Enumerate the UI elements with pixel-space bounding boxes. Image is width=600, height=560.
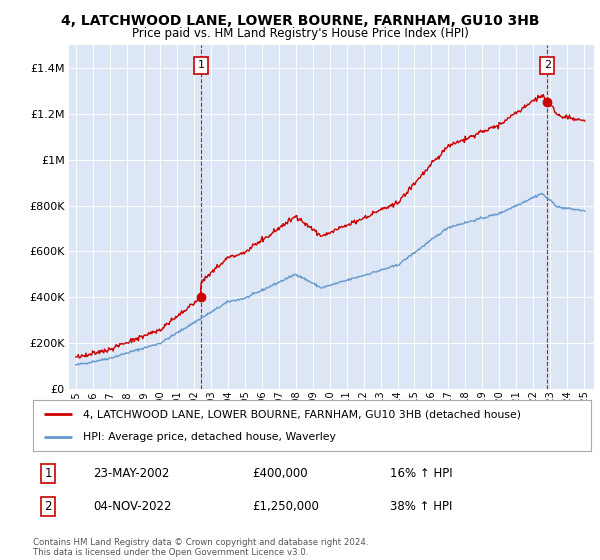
- Text: 4, LATCHWOOD LANE, LOWER BOURNE, FARNHAM, GU10 3HB (detached house): 4, LATCHWOOD LANE, LOWER BOURNE, FARNHAM…: [83, 409, 521, 419]
- Text: Price paid vs. HM Land Registry's House Price Index (HPI): Price paid vs. HM Land Registry's House …: [131, 27, 469, 40]
- Text: 2: 2: [44, 500, 52, 514]
- Text: 1: 1: [44, 466, 52, 480]
- Text: 38% ↑ HPI: 38% ↑ HPI: [390, 500, 452, 514]
- Text: £400,000: £400,000: [252, 466, 308, 480]
- Text: 2: 2: [544, 60, 551, 71]
- Text: 4, LATCHWOOD LANE, LOWER BOURNE, FARNHAM, GU10 3HB: 4, LATCHWOOD LANE, LOWER BOURNE, FARNHAM…: [61, 14, 539, 28]
- Text: HPI: Average price, detached house, Waverley: HPI: Average price, detached house, Wave…: [83, 432, 336, 442]
- Text: 04-NOV-2022: 04-NOV-2022: [93, 500, 172, 514]
- Text: 1: 1: [197, 60, 205, 71]
- Text: £1,250,000: £1,250,000: [252, 500, 319, 514]
- Text: 16% ↑ HPI: 16% ↑ HPI: [390, 466, 452, 480]
- Text: 23-MAY-2002: 23-MAY-2002: [93, 466, 169, 480]
- Text: Contains HM Land Registry data © Crown copyright and database right 2024.
This d: Contains HM Land Registry data © Crown c…: [33, 538, 368, 557]
